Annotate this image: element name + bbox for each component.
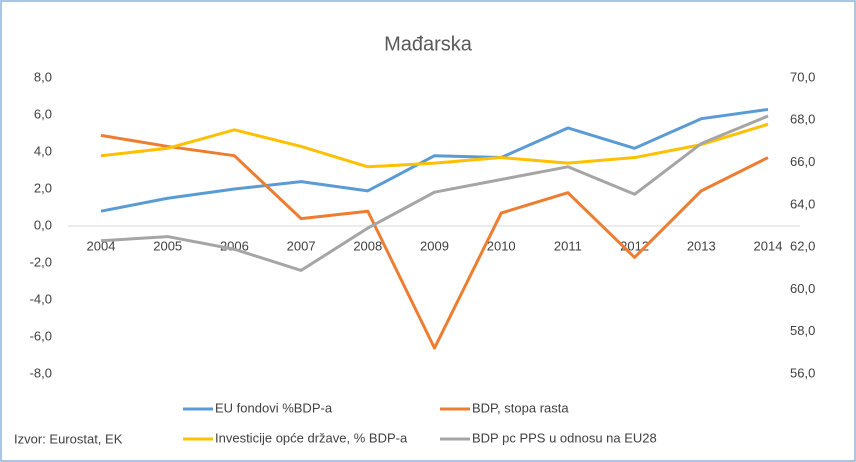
y-tick-label: 0,0: [34, 217, 52, 232]
x-tick-label: 2013: [687, 238, 716, 253]
x-tick-label: 2008: [353, 238, 382, 253]
x-tick-label: 2010: [487, 238, 516, 253]
y-tick-label: -4,0: [30, 291, 52, 306]
y-tick-label: 6,0: [34, 106, 52, 121]
y-tick-label: -6,0: [30, 328, 52, 343]
y-tick-label: 4,0: [34, 143, 52, 158]
y2-tick-label: 56,0: [790, 365, 815, 380]
legend-label: BDP, stopa rasta: [472, 400, 569, 415]
y2-tick-label: 62,0: [790, 239, 815, 254]
y2-tick-label: 70,0: [790, 69, 815, 84]
y2-tick-label: 58,0: [790, 323, 815, 338]
legend-label: EU fondovi %BDP-a: [215, 400, 333, 415]
series-line: [100, 114, 769, 272]
x-tick-label: 2006: [220, 238, 249, 253]
x-tick-label: 2007: [287, 238, 316, 253]
x-tick-label: 2004: [87, 238, 116, 253]
series-line: [100, 133, 769, 350]
y-tick-label: -8,0: [30, 365, 52, 380]
x-tick-label: 2014: [754, 238, 783, 253]
y2-tick-label: 64,0: [790, 196, 815, 211]
x-tick-label: 2011: [554, 238, 582, 253]
x-tick-label: 2005: [153, 238, 182, 253]
x-tick-label: 2009: [420, 238, 449, 253]
series-line: [100, 107, 769, 213]
series-line: [100, 122, 769, 169]
y-tick-label: 8,0: [34, 69, 52, 84]
annotation: Izvor: Eurostat, EK: [14, 431, 123, 446]
y-tick-label: 2,0: [34, 180, 52, 195]
y2-tick-label: 60,0: [790, 281, 815, 296]
legend-label: BDP pc PPS u odnosu na EU28: [472, 430, 657, 445]
y2-tick-label: 68,0: [790, 112, 815, 127]
y2-tick-label: 66,0: [790, 154, 815, 169]
chart-title: Mađarska: [384, 33, 473, 55]
legend-label: Investicije opće države, % BDP-a: [215, 430, 408, 445]
y-tick-label: -2,0: [30, 254, 52, 269]
